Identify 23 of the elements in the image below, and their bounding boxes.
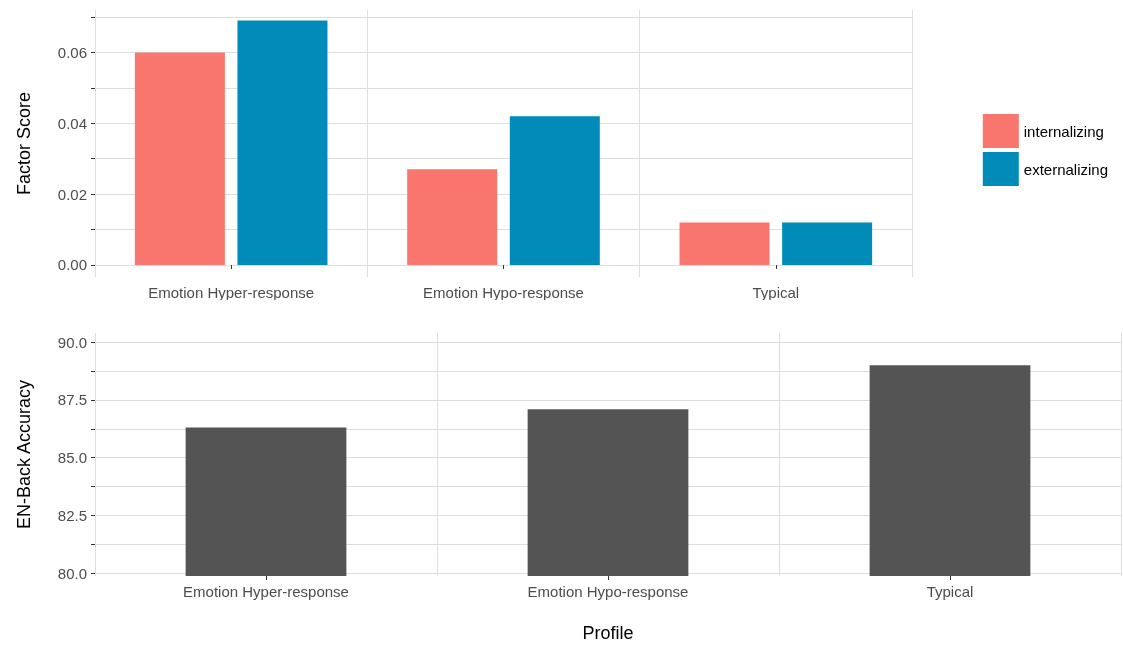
y-tick-label: 82.5 <box>57 506 87 524</box>
x-axis-title: Profile <box>582 623 634 643</box>
x-tick-label: Emotion Hypo-response <box>527 583 689 600</box>
bar <box>134 52 225 265</box>
y-tick-label: 0.02 <box>57 185 87 203</box>
y-tick-label: 0.04 <box>57 114 87 132</box>
y-tick-label: 87.5 <box>57 391 87 409</box>
y-tick-label: 85.0 <box>57 449 87 467</box>
y-axis-title: Factor Score <box>14 91 34 196</box>
bar <box>679 222 770 265</box>
legend-label: internalizing <box>1023 122 1104 140</box>
y-axis-title: EN-Back Accuracy <box>14 379 34 530</box>
x-tick-label: Typical <box>926 583 974 600</box>
bar <box>782 222 873 265</box>
legend-label: externalizing <box>1023 160 1108 178</box>
y-tick-label: 80.0 <box>57 564 87 582</box>
x-tick-label: Emotion Hyper-response <box>183 583 349 600</box>
bar <box>407 169 498 265</box>
y-tick-label: 90.0 <box>57 333 87 351</box>
y-tick-label: 0.06 <box>57 43 87 61</box>
y-tick-label: 0.00 <box>57 256 87 274</box>
bar <box>509 116 600 265</box>
bar <box>237 20 328 265</box>
